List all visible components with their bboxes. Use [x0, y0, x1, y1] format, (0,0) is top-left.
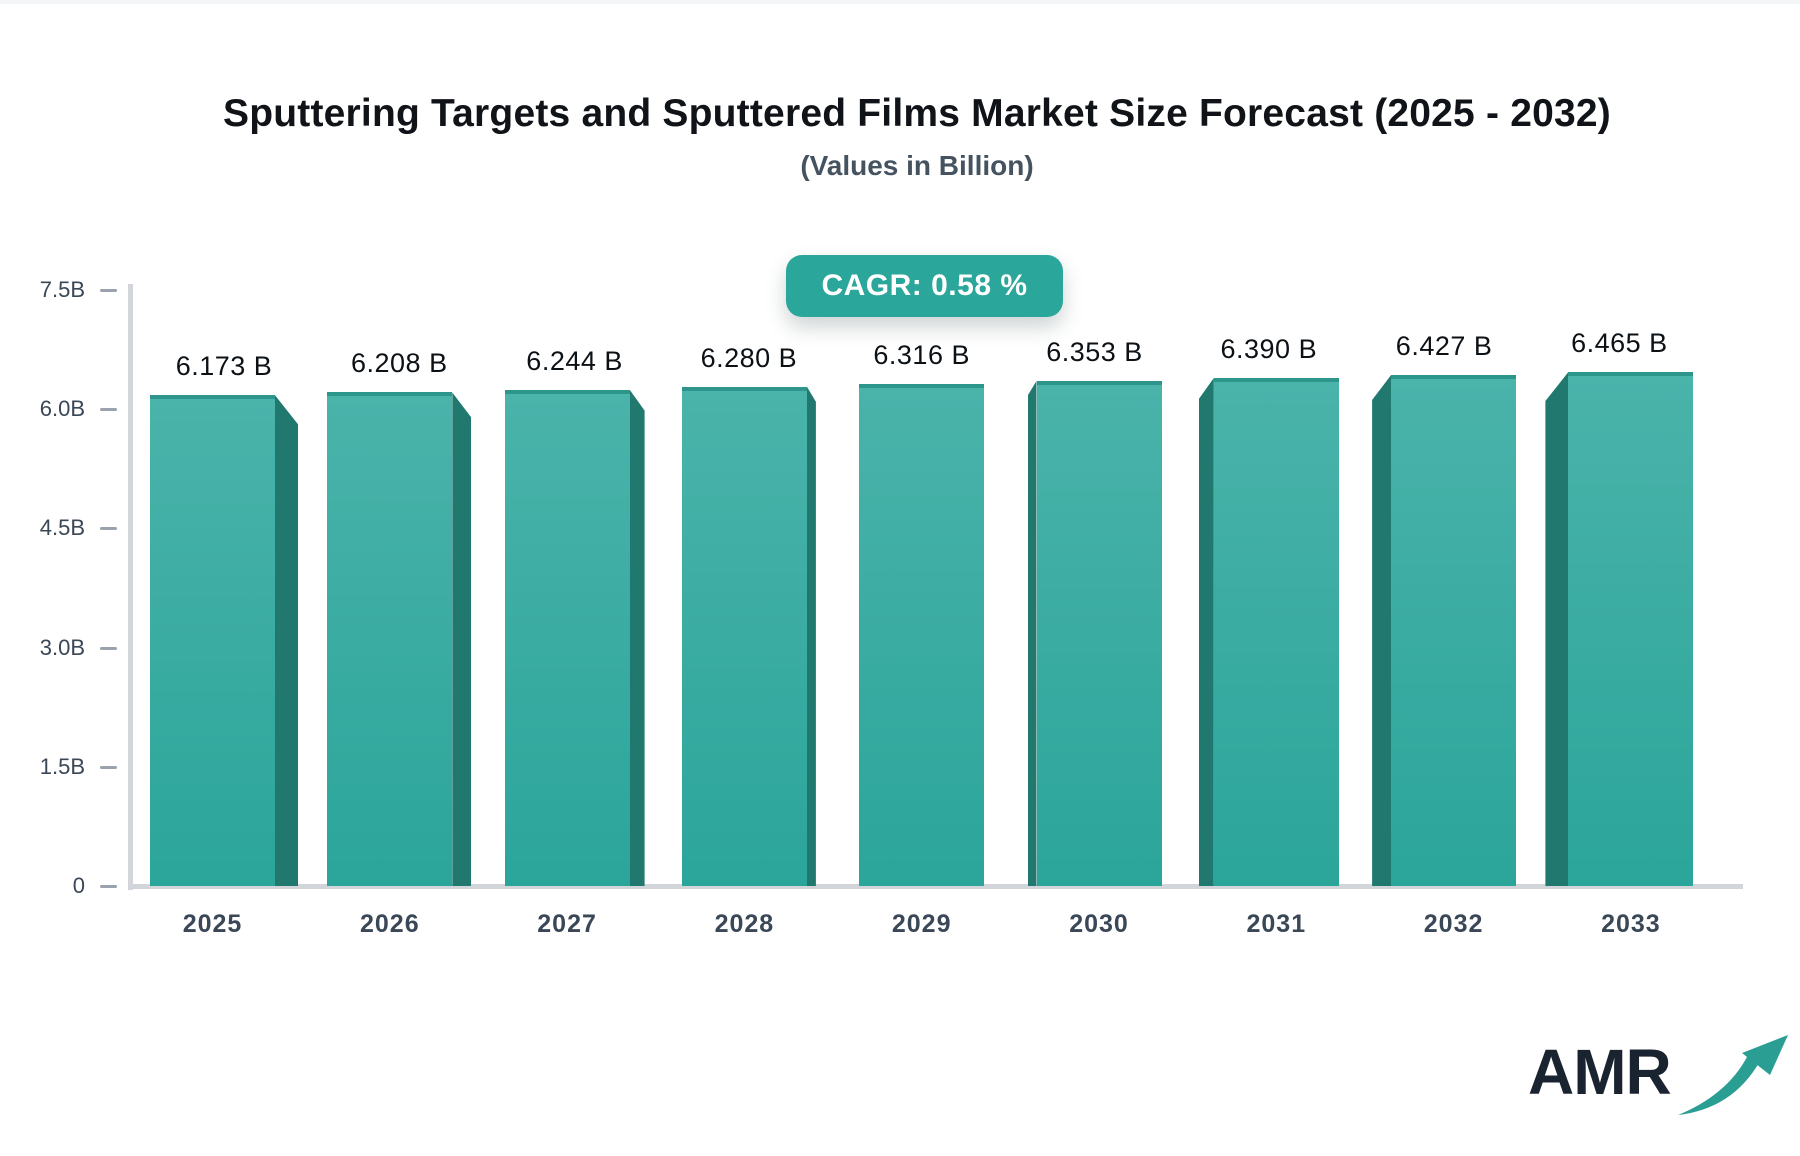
bar-side-face [806, 386, 816, 886]
bar [1391, 375, 1517, 886]
x-axis-label: 2030 [1069, 910, 1129, 938]
bar-side-face [629, 389, 645, 886]
bar [1213, 377, 1339, 886]
bar-value-label: 6.280 B [700, 342, 798, 373]
y-tick-mark [100, 408, 117, 411]
chart-title: Sputtering Targets and Sputtered Films M… [223, 92, 1611, 135]
x-axis-label: 2028 [714, 910, 775, 938]
x-axis-line [128, 884, 1743, 889]
x-axis-label: 2025 [182, 910, 243, 938]
y-tick-mark [100, 288, 117, 292]
bar-side-face [1198, 377, 1214, 886]
y-tick-mark [100, 527, 117, 531]
bar [859, 383, 985, 886]
y-tick-label: 0 [72, 873, 85, 898]
bar [150, 395, 275, 886]
bar-side-face [1545, 372, 1569, 886]
bar-value-label: 6.173 B [175, 351, 273, 382]
amr-logo: AMR [1528, 1025, 1788, 1130]
cagr-label: CAGR: 0.58 % [821, 269, 1028, 302]
bar-value-label: 6.244 B [526, 345, 623, 376]
y-tick-label: 7.5B [39, 276, 85, 302]
bar-value-label: 6.353 B [1046, 336, 1143, 367]
y-tick-label: 6.0B [39, 396, 85, 421]
cagr-badge: CAGR: 0.58 % [786, 255, 1063, 317]
bar [681, 386, 807, 886]
bar-side-face [1027, 380, 1037, 886]
x-axis-label: 2033 [1601, 910, 1661, 938]
bar-value-label: 6.390 B [1220, 333, 1318, 364]
bar-value-label: 6.465 B [1571, 328, 1668, 359]
x-axis-label: 2029 [891, 910, 952, 938]
y-tick-label: 3.0B [39, 634, 85, 660]
bar [1036, 380, 1162, 886]
bar-side-face [452, 392, 472, 886]
amr-logo-text: AMR [1528, 1036, 1672, 1108]
y-tick-mark [100, 765, 117, 769]
x-axis-label: 2027 [537, 910, 597, 938]
bar-value-label: 6.208 B [351, 348, 448, 379]
bar [327, 392, 453, 886]
bar-side-face [1372, 375, 1392, 886]
bar-value-label: 6.316 B [873, 339, 970, 370]
y-axis-line [128, 284, 133, 890]
y-tick-label: 1.5B [39, 753, 85, 779]
bar [1568, 372, 1694, 886]
growth-arrow-icon [1678, 1035, 1788, 1115]
bar [504, 389, 630, 886]
top-border [0, 0, 1800, 4]
x-axis-label: 2026 [359, 910, 420, 938]
y-tick-label: 4.5B [39, 515, 85, 541]
bar-side-face [275, 395, 298, 886]
y-tick-mark [100, 646, 117, 650]
x-axis-label: 2031 [1246, 910, 1307, 938]
chart-subtitle: (Values in Billion) [800, 150, 1034, 181]
bar-value-label: 6.427 B [1395, 331, 1493, 362]
y-tick-mark [100, 885, 117, 888]
x-axis-label: 2032 [1423, 910, 1484, 938]
